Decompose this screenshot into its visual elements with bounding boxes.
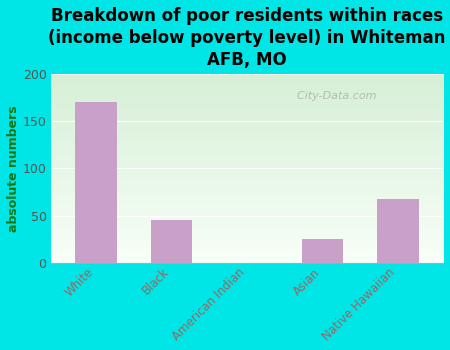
Y-axis label: absolute numbers: absolute numbers — [7, 105, 20, 232]
Bar — [377, 199, 418, 263]
Text: City-Data.com: City-Data.com — [290, 91, 377, 102]
Bar — [151, 220, 192, 263]
Bar — [75, 102, 117, 263]
Title: Breakdown of poor residents within races
(income below poverty level) in Whitema: Breakdown of poor residents within races… — [48, 7, 446, 69]
Bar — [302, 239, 343, 263]
